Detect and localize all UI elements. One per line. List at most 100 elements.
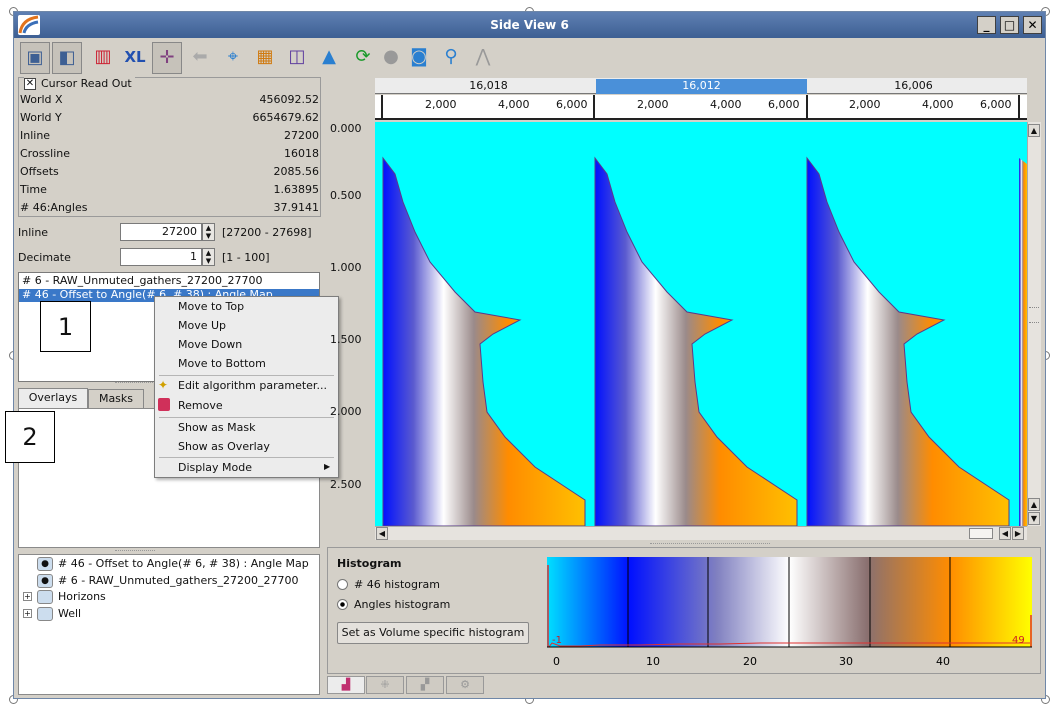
- splitter-handle[interactable]: [115, 382, 155, 386]
- draw-icon[interactable]: ⋀: [475, 46, 491, 67]
- inline-label: Inline: [18, 226, 49, 239]
- gather-display[interactable]: [375, 122, 1027, 526]
- histogram-option-angles[interactable]: Angles histogram: [337, 598, 450, 611]
- menu-move-up[interactable]: Move Up: [178, 319, 227, 332]
- x-tick-label: 4,000: [710, 98, 742, 111]
- tree-item[interactable]: ● # 46 - Offset to Angle(# 6, # 38) : Ang…: [37, 556, 309, 572]
- scroll-down-button[interactable]: ▼: [1028, 512, 1040, 525]
- histogram-option-46[interactable]: # 46 histogram: [337, 578, 440, 591]
- well-icon: [37, 607, 53, 621]
- readout-label: World X: [20, 93, 63, 106]
- crosshair-icon[interactable]: ⌖: [227, 46, 239, 67]
- horizontal-scrollbar[interactable]: [375, 526, 1027, 540]
- y-tick-label: 0.000: [330, 122, 362, 135]
- menu-remove[interactable]: Remove: [178, 399, 223, 412]
- xl-export-icon[interactable]: XL: [124, 48, 146, 66]
- x-tick-label: 2,000: [849, 98, 881, 111]
- readout-value: 16018: [284, 147, 319, 160]
- camera-icon[interactable]: ◙: [410, 46, 428, 67]
- search-icon[interactable]: ⚲: [444, 46, 458, 67]
- fill-icon[interactable]: ▲: [322, 46, 336, 67]
- view-3d-icon[interactable]: ◧: [52, 42, 82, 74]
- close-button[interactable]: ✕: [1023, 16, 1042, 34]
- minimize-button[interactable]: _: [977, 16, 996, 34]
- scrollbar-grip-icon: [1029, 307, 1039, 323]
- histogram-option-label: Angles histogram: [354, 598, 451, 611]
- tiles-icon[interactable]: ▦: [256, 46, 274, 67]
- scroll-right-button[interactable]: ▶: [1012, 527, 1024, 540]
- pan-cursor-icon[interactable]: ✛: [152, 42, 182, 74]
- wand-icon: ✦: [158, 378, 169, 392]
- readout-label: Time: [20, 183, 47, 196]
- app-icon: [18, 15, 40, 35]
- tree-panel: [18, 554, 320, 695]
- menu-move-down[interactable]: Move Down: [178, 338, 243, 351]
- gather-header[interactable]: 16,006: [894, 79, 933, 92]
- gather-header-selected[interactable]: 16,012: [596, 79, 807, 94]
- tree-item[interactable]: Horizons: [37, 589, 106, 605]
- histogram-x-tick: 0: [553, 655, 560, 668]
- y-tick-label: 2.500: [330, 478, 362, 491]
- readout-value: 37.9141: [273, 201, 320, 214]
- splitter-handle[interactable]: [115, 550, 155, 554]
- checkbox-icon[interactable]: ✕: [24, 78, 36, 90]
- readout-label: Offsets: [20, 165, 59, 178]
- histogram-option-label: # 46 histogram: [354, 578, 440, 591]
- readout-row: World Y 6654679.62: [19, 109, 320, 127]
- refresh-icon[interactable]: ⟳: [355, 46, 371, 67]
- eye-icon[interactable]: ●: [37, 574, 53, 588]
- crossplot-tab-icon[interactable]: ⁜: [366, 676, 404, 694]
- scroll-left-button[interactable]: ◀: [376, 527, 388, 540]
- readout-row: Offsets 2085.56: [19, 163, 320, 181]
- settings-tab-icon[interactable]: ⚙: [446, 676, 484, 694]
- inline-field[interactable]: 27200: [120, 223, 202, 241]
- tab-overlays[interactable]: Overlays: [18, 388, 88, 408]
- color-bar-icon[interactable]: ▥: [94, 46, 112, 67]
- eye-icon[interactable]: ●: [37, 557, 53, 571]
- menu-show-as-mask[interactable]: Show as Mask: [178, 421, 256, 434]
- scroll-left-button[interactable]: ◀: [999, 527, 1011, 540]
- scroll-up-button[interactable]: ▲: [1028, 124, 1040, 137]
- menu-separator: [159, 457, 334, 458]
- histogram-x-tick: 40: [936, 655, 950, 668]
- radio-checked-icon[interactable]: [337, 599, 348, 610]
- tree-item[interactable]: Well: [37, 606, 81, 622]
- menu-separator: [159, 375, 334, 376]
- maximize-button[interactable]: □: [1000, 16, 1019, 34]
- scroll-thumb[interactable]: [969, 528, 993, 539]
- readout-row: World X 456092.52: [19, 91, 320, 109]
- menu-edit-algorithm[interactable]: Edit algorithm parameter...: [178, 379, 327, 392]
- disc-icon[interactable]: ●: [383, 46, 399, 67]
- layer-item[interactable]: # 6 - RAW_Unmuted_gathers_27200_27700: [22, 274, 263, 287]
- view-2d-icon[interactable]: ▣: [20, 42, 50, 74]
- readout-row: Time 1.63895: [19, 181, 320, 199]
- x-tick-label: 6,000: [768, 98, 800, 111]
- menu-display-mode[interactable]: Display Mode: [178, 461, 253, 474]
- decimate-stepper[interactable]: ▲ ▼: [202, 248, 215, 266]
- histogram-tab-icon[interactable]: ▟: [327, 676, 365, 694]
- x-axis-divider: [1018, 95, 1020, 120]
- menu-move-to-top[interactable]: Move to Top: [178, 300, 245, 313]
- gather-1: [382, 156, 586, 526]
- tab-masks[interactable]: Masks: [88, 389, 144, 409]
- gather-header[interactable]: 16,018: [469, 79, 508, 92]
- inline-stepper[interactable]: ▲ ▼: [202, 223, 215, 241]
- remove-icon: [158, 398, 170, 411]
- vertical-scrollbar[interactable]: [1027, 122, 1041, 526]
- scroll-up-button[interactable]: ▲: [1028, 498, 1040, 511]
- back-arrow-icon[interactable]: ⬅: [192, 46, 208, 67]
- statistics-tab-icon[interactable]: ▞: [406, 676, 444, 694]
- set-volume-histogram-button[interactable]: Set as Volume specific histogram: [337, 622, 529, 644]
- title-bar[interactable]: Side View 6 _ □ ✕: [14, 12, 1045, 38]
- decimate-field[interactable]: 1: [120, 248, 202, 266]
- tree-item[interactable]: ● # 6 - RAW_Unmuted_gathers_27200_27700: [37, 573, 298, 589]
- stack-icon[interactable]: ◫: [288, 46, 306, 67]
- radio-icon[interactable]: [337, 579, 348, 590]
- menu-show-as-overlay[interactable]: Show as Overlay: [178, 440, 270, 453]
- menu-move-to-bottom[interactable]: Move to Bottom: [178, 357, 266, 370]
- histogram-chart[interactable]: -1 49 0 10 20 30 40: [540, 555, 1036, 670]
- readout-label: # 46:Angles: [20, 201, 88, 214]
- expand-icon[interactable]: +: [23, 609, 32, 618]
- expand-icon[interactable]: +: [23, 592, 32, 601]
- splitter-handle[interactable]: [650, 543, 770, 546]
